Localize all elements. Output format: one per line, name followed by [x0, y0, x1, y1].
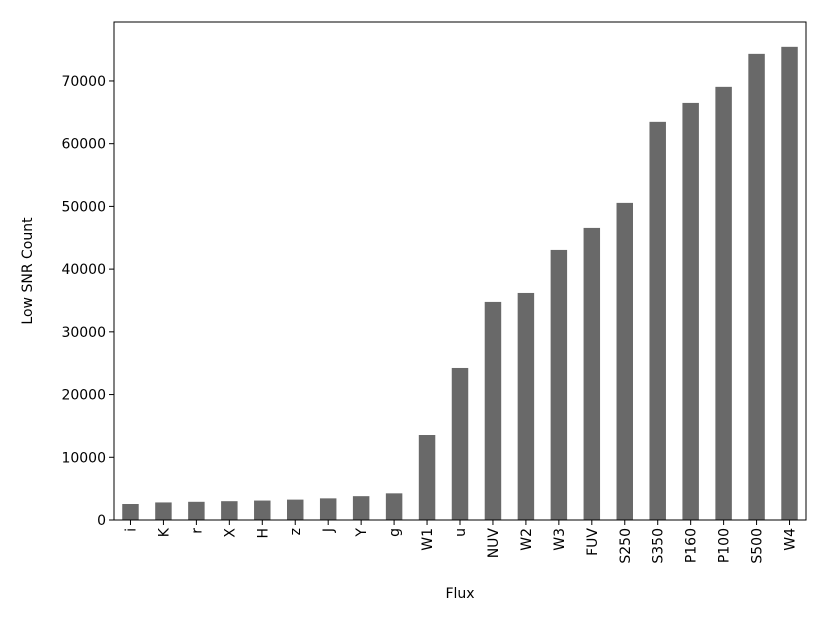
bar [715, 86, 732, 520]
x-tick-label: S350 [651, 528, 667, 564]
bar [188, 501, 205, 520]
bar [451, 367, 469, 520]
x-tick-label: W1 [420, 528, 436, 551]
y-tick-label: 20000 [61, 388, 106, 404]
bar [352, 496, 370, 520]
y-tick-label: 40000 [61, 262, 106, 278]
bar [319, 498, 337, 520]
y-axis-label: Low SNR Count [20, 217, 36, 325]
x-tick-label: S500 [750, 528, 766, 564]
x-tick-label: W2 [519, 528, 535, 551]
bar [385, 493, 403, 520]
y-tick-label: 30000 [61, 325, 106, 341]
y-tick-label: 50000 [61, 199, 106, 215]
x-tick-label: r [189, 528, 205, 534]
bar [418, 435, 436, 520]
bar [748, 53, 765, 520]
y-tick-label: 60000 [61, 137, 106, 153]
x-tick-label: u [453, 528, 469, 537]
x-tick-label: Y [354, 528, 370, 538]
x-tick-label: W4 [783, 528, 799, 551]
bar [221, 501, 238, 520]
x-tick-label: K [156, 527, 172, 537]
bar [254, 500, 271, 520]
bar [155, 502, 172, 520]
x-tick-label: S250 [618, 528, 634, 564]
x-tick-label: P100 [717, 528, 733, 563]
bar [682, 102, 699, 521]
bar [517, 292, 535, 520]
plot-frame [113, 21, 807, 521]
x-tick-label: FUV [585, 528, 601, 556]
bar [550, 249, 568, 520]
y-tick-label: 10000 [61, 450, 106, 466]
x-tick-label: J [321, 528, 337, 533]
x-tick-label: NUV [486, 528, 502, 559]
x-tick-label: P160 [684, 528, 700, 563]
x-axis-label: Flux [445, 586, 474, 602]
x-tick-label: z [288, 528, 304, 535]
y-tick-label: 70000 [61, 74, 106, 90]
bar [287, 499, 304, 520]
x-tick-label: X [222, 528, 238, 538]
y-tick-label: 0 [97, 513, 106, 529]
x-tick-label: g [387, 528, 403, 537]
bar [649, 121, 666, 520]
bar [122, 504, 139, 520]
bar [616, 202, 633, 521]
bar [583, 227, 601, 521]
x-tick-label: i [123, 528, 139, 532]
bar [484, 301, 502, 520]
x-tick-label: H [255, 528, 271, 539]
x-tick-label: W3 [552, 528, 568, 551]
bar [781, 46, 798, 520]
